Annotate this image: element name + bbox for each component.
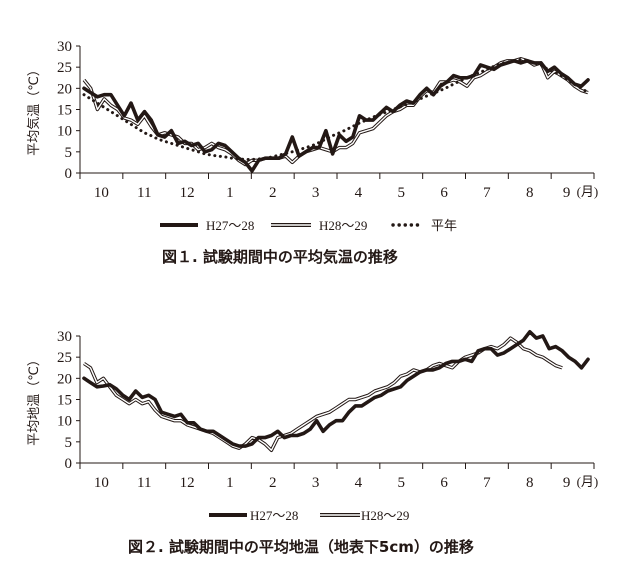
- x-tick-label: 4: [355, 185, 363, 201]
- y-tick-label: 0: [65, 166, 73, 182]
- y-tick-label: 25: [57, 350, 72, 366]
- x-tick-label: 5: [398, 475, 406, 491]
- y-axis-label: 平均地温（℃）: [27, 353, 42, 446]
- x-tick-label: 7: [483, 185, 491, 201]
- x-tick-label: 8: [526, 475, 534, 491]
- x-tick-label: 2: [269, 475, 277, 491]
- series-h27-28-line: [82, 329, 590, 448]
- figure-caption: 図１. 試験期間中の平均気温の推移: [162, 248, 398, 266]
- x-tick-label: 12: [180, 185, 195, 201]
- y-tick-label: 30: [57, 39, 72, 55]
- y-axis-label: 平均気温（℃）: [26, 63, 42, 156]
- x-tick-label: 8: [526, 185, 534, 201]
- x-tick-label: 1: [226, 475, 234, 491]
- x-tick-label: 9: [563, 475, 571, 491]
- y-tick-label: 20: [57, 371, 72, 387]
- x-tick-label: 10: [94, 475, 109, 491]
- x-tick-label: 1: [226, 185, 234, 201]
- y-tick-label: 15: [57, 103, 72, 119]
- y-tick-label: 0: [65, 456, 73, 472]
- y-tick-label: 15: [57, 393, 72, 409]
- y-tick-label: 30: [57, 329, 72, 345]
- series-h28-29-line-inner: [83, 337, 563, 451]
- y-tick-label: 5: [65, 145, 73, 161]
- legend-normal-year-label: 平年: [431, 218, 457, 233]
- y-tick-label: 10: [57, 414, 72, 430]
- legend-h28-29-label: H28～29: [361, 508, 409, 523]
- x-tick-label: 6: [440, 185, 448, 201]
- x-tick-label: 6: [440, 475, 448, 491]
- y-tick-label: 25: [57, 60, 72, 76]
- x-tick-label: 5: [398, 185, 406, 201]
- legend-h27-28-label: H27～28: [250, 508, 298, 523]
- x-tick-label: 9: [563, 185, 571, 201]
- y-tick-label: 5: [65, 435, 73, 451]
- legend-h27-28-label: H27～28: [206, 218, 254, 233]
- series-h27-28-line: [82, 58, 590, 173]
- y-tick-label: 20: [57, 81, 72, 97]
- x-tick-label: 10: [94, 185, 109, 201]
- x-tick-label: 3: [312, 475, 320, 491]
- series-h28-29-line: [83, 336, 563, 452]
- x-tick-label: 11: [137, 475, 151, 491]
- y-tick-label: 10: [57, 124, 72, 140]
- x-unit-label: (月): [577, 184, 599, 199]
- figure-caption: 図２. 試験期間中の平均地温（地表下5cm）の推移: [128, 538, 474, 556]
- x-tick-label: 11: [137, 185, 151, 201]
- x-unit-label: (月): [577, 474, 599, 489]
- x-tick-label: 2: [269, 185, 277, 201]
- legend-h28-29-label: H28～29: [319, 218, 367, 233]
- x-tick-label: 3: [312, 185, 320, 201]
- x-tick-label: 4: [355, 475, 363, 491]
- x-tick-label: 7: [483, 475, 491, 491]
- x-tick-label: 12: [180, 475, 195, 491]
